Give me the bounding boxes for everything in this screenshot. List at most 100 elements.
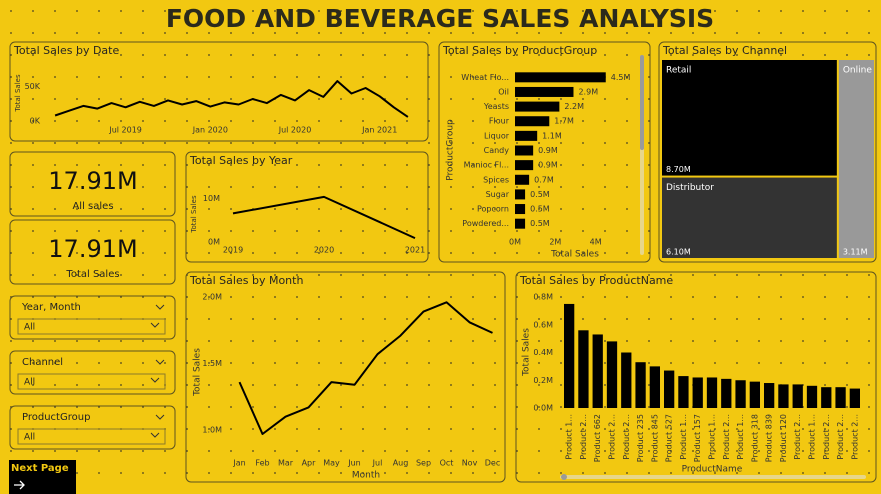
bar	[649, 366, 660, 408]
x-tick-label: May	[323, 459, 340, 468]
x-tick-label: Product 1...	[708, 414, 717, 460]
x-tick-label: 2M	[549, 238, 561, 247]
slicer-dropdown[interactable]	[17, 318, 166, 335]
bar	[678, 376, 689, 408]
bar	[621, 352, 632, 408]
chart-panel	[658, 41, 877, 263]
category-label: Spices	[483, 175, 509, 184]
kpi-card	[9, 151, 176, 217]
scrollbar-thumb[interactable]	[640, 55, 644, 150]
x-tick-label: Dec	[485, 459, 500, 468]
category-label: Manioc Fl...	[464, 161, 509, 170]
bar	[849, 388, 860, 408]
treemap-value: 3.11M	[843, 248, 868, 257]
bar	[835, 387, 846, 408]
y-tick-label: 0.4M	[533, 348, 553, 357]
category-label: Flour	[489, 117, 510, 126]
x-tick-label: Product 2...	[822, 414, 831, 460]
slicer-dropdown[interactable]	[17, 373, 166, 390]
x-tick-label: Product 662	[593, 414, 602, 462]
y-tick-label: 1.5M	[202, 359, 222, 368]
category-label: Yeasts	[483, 102, 509, 111]
x-tick-label: Sep	[416, 459, 431, 468]
slicer[interactable]	[9, 350, 176, 395]
x-tick-label: Product 2...	[793, 414, 802, 460]
scrollbar-handle[interactable]	[561, 474, 567, 480]
x-tick-label: Product 845	[650, 414, 659, 462]
chart-title: Total Sales by ProductName	[519, 274, 673, 287]
slicer[interactable]	[9, 295, 176, 340]
treemap-value: 6.10M	[666, 248, 691, 257]
bar	[664, 370, 675, 408]
x-axis-title: ProductName	[682, 465, 743, 475]
slicer-dropdown[interactable]	[17, 428, 166, 445]
x-tick-label: Product 2...	[622, 414, 631, 460]
x-tick-label: Oct	[440, 459, 454, 468]
x-tick-label: Jul	[372, 459, 383, 468]
value-label: 1.7M	[554, 117, 574, 126]
bar	[515, 101, 560, 112]
bar	[515, 204, 526, 215]
x-tick-label: Product 527	[665, 414, 674, 462]
slicer-title: Channel	[22, 357, 63, 368]
treemap-value: 8.70M	[666, 165, 691, 174]
x-tick-label: 2021	[405, 246, 425, 255]
x-tick-label: Product 1...	[736, 414, 745, 460]
slicer-chevron	[155, 359, 165, 365]
x-tick-label: Mar	[278, 459, 294, 468]
x-tick-label: Jul 2020	[278, 126, 312, 135]
value-label: 2.2M	[564, 102, 584, 111]
y-tick-label: 2.0M	[202, 293, 222, 302]
y-tick-label: 0.8M	[533, 293, 553, 302]
y-tick-label: 0.2M	[533, 376, 553, 385]
x-tick-label: Product 235	[636, 414, 645, 462]
bar	[515, 130, 538, 141]
bar	[764, 383, 775, 408]
slicer-title: ProductGroup	[22, 412, 90, 423]
x-tick-label: Product 2...	[836, 414, 845, 460]
chart-panel	[438, 41, 651, 263]
treemap-label: Distributor	[666, 183, 714, 193]
x-tick-label: Product 2...	[579, 414, 588, 460]
x-tick-label: Nov	[462, 459, 478, 468]
chart-panel	[185, 271, 506, 483]
slicer-value: All	[24, 378, 35, 388]
value-label: 2.9M	[578, 87, 598, 96]
treemap-label: Online	[843, 66, 872, 76]
bar	[515, 86, 574, 97]
kpi-value: 17.91M	[48, 167, 137, 195]
bar	[564, 303, 575, 408]
bar	[778, 384, 789, 408]
bar	[792, 384, 803, 408]
x-tick-label: Aug	[393, 459, 409, 468]
bar	[515, 174, 530, 185]
x-tick-label: Apr	[302, 459, 317, 468]
x-tick-label: Product 2...	[722, 414, 731, 460]
kpi-label: All sales	[72, 201, 113, 212]
slicer-chevron	[155, 304, 165, 310]
x-tick-label: Feb	[255, 459, 269, 468]
bar	[821, 387, 832, 408]
y-tick-label: 50K	[25, 82, 41, 91]
category-label: Sugar	[486, 190, 510, 199]
chart-panel	[185, 151, 429, 263]
scrollbar[interactable]	[560, 475, 866, 479]
kpi-label: Total Sales	[65, 269, 119, 280]
slicer-chevron	[150, 432, 160, 438]
bar	[749, 381, 760, 408]
category-label: Liquor	[484, 131, 510, 140]
y-axis-title: Total Sales	[190, 195, 198, 234]
slicer[interactable]	[9, 405, 176, 450]
line	[238, 301, 493, 435]
page-title: FOOD AND BEVERAGE SALES ANALYSIS	[166, 4, 714, 33]
kpi-value: 17.91M	[48, 235, 137, 263]
bar	[606, 341, 618, 408]
x-tick-label: Jul 2019	[108, 126, 142, 135]
x-tick-label: Jan 2021	[361, 126, 397, 135]
value-label: 4.5M	[611, 73, 631, 82]
chart-title: Total Sales by Year	[189, 154, 293, 167]
slicer-value: All	[24, 433, 35, 443]
x-tick-label: Product 839	[765, 414, 774, 462]
